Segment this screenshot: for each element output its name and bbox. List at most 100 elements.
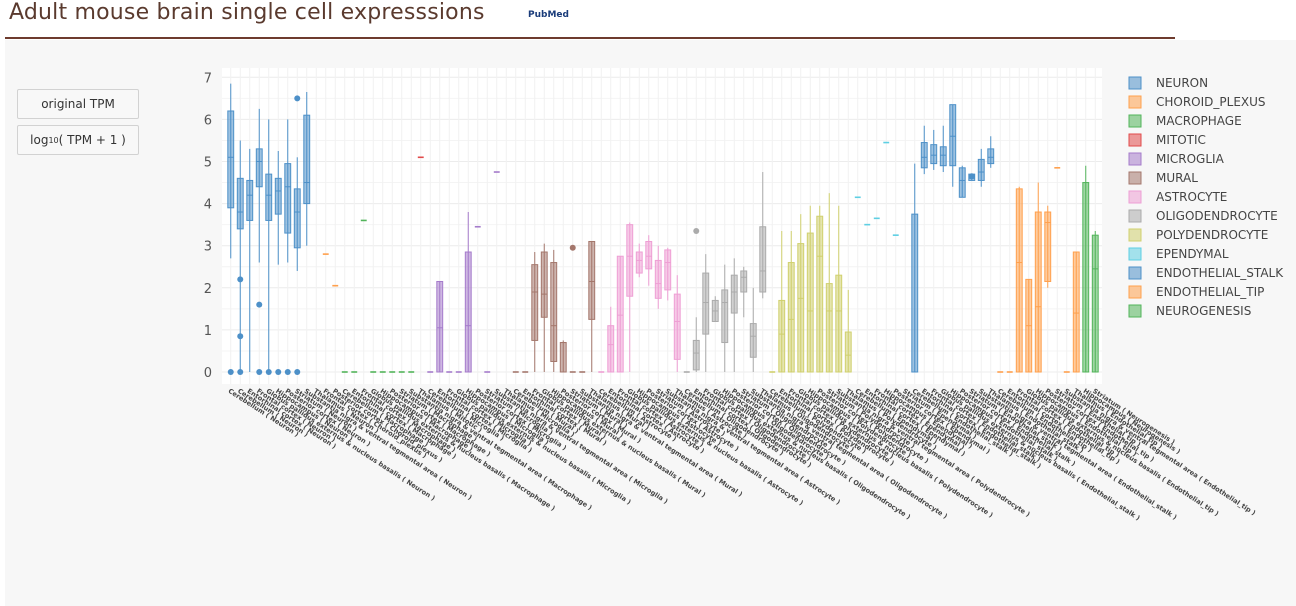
y-tick-label: 2 xyxy=(204,282,212,297)
original-tpm-button[interactable]: original TPM xyxy=(17,89,139,119)
box-body xyxy=(588,240,596,320)
y-tick-label: 6 xyxy=(204,113,212,128)
legend-label: MACROPHAGE xyxy=(1156,114,1242,128)
box-body xyxy=(778,299,786,373)
box-mural xyxy=(588,240,596,372)
box-body xyxy=(227,110,235,209)
page-title: Adult mouse brain single cell expresssio… xyxy=(9,0,485,25)
legend-label: ASTROCYTE xyxy=(1156,190,1227,204)
box-body xyxy=(1015,188,1023,373)
box-endothelial-tip xyxy=(1044,205,1052,288)
box-polydendrocyte xyxy=(806,205,814,373)
y-tick-label: 0 xyxy=(204,366,212,381)
box-body xyxy=(464,251,472,373)
box-body xyxy=(255,148,263,188)
box-neuron xyxy=(227,83,235,259)
legend-swatch xyxy=(1128,76,1142,90)
box-body xyxy=(730,274,738,314)
box-body xyxy=(559,342,567,373)
box-astrocyte xyxy=(664,247,672,301)
box-astrocyte xyxy=(626,222,634,372)
legend-label: MICROGLIA xyxy=(1156,152,1225,166)
y-tick-label: 7 xyxy=(204,71,212,86)
box-endothelial-stalk xyxy=(939,125,947,173)
box-microglia xyxy=(436,280,444,373)
legend-swatch xyxy=(1128,190,1142,204)
legend-label: MURAL xyxy=(1156,171,1198,185)
log-tpm-button[interactable]: log 10( TPM + 1 ) xyxy=(17,125,139,155)
outlier-point xyxy=(237,369,244,375)
box-body xyxy=(664,249,672,291)
box-neurogenesis xyxy=(1082,165,1090,373)
box-polydendrocyte xyxy=(778,230,786,373)
box-body xyxy=(616,255,624,373)
box-oligodendrocyte xyxy=(740,266,748,318)
legend-swatch xyxy=(1128,285,1142,299)
legend-label: ENDOTHELIAL_STALK xyxy=(1156,266,1284,280)
x-axis-labels: Cerebellum ( Neuron )Cerebellum ( Neuron… xyxy=(227,387,1257,522)
box-body xyxy=(930,144,938,165)
box-body xyxy=(303,114,311,205)
box-body xyxy=(607,325,615,373)
x-tick-label: Substantia nigra & ventral tegmental are… xyxy=(1063,387,1257,517)
box-body xyxy=(844,331,852,373)
legend-label: EPENDYMAL xyxy=(1156,247,1229,261)
pubmed-link-icon[interactable]: PubMed xyxy=(528,10,569,20)
legend-swatch xyxy=(1128,133,1142,147)
outlier-point xyxy=(256,301,263,308)
box-body xyxy=(949,104,957,167)
box-neuron xyxy=(265,119,273,372)
legend-swatch xyxy=(1128,171,1142,185)
legend-label: NEUROGENESIS xyxy=(1156,304,1251,318)
original-tpm-label: original TPM xyxy=(41,97,115,111)
legend-swatch xyxy=(1128,114,1142,128)
legend-swatch xyxy=(1128,95,1142,109)
box-astrocyte xyxy=(616,255,624,373)
box-endothelial-stalk xyxy=(958,165,966,198)
y-axis-ticks: 0 1 2 3 4 5 6 7 xyxy=(204,71,212,381)
outlier-point xyxy=(275,369,282,375)
legend-swatch xyxy=(1128,228,1142,242)
box-body xyxy=(645,240,653,270)
box-neurogenesis xyxy=(1091,230,1099,373)
box-body xyxy=(721,289,729,344)
legend-label: CHOROID_PLEXUS xyxy=(1156,95,1266,109)
box-endothelial-stalk xyxy=(930,129,938,170)
box-body xyxy=(702,272,710,335)
box-endothelial-tip xyxy=(1072,251,1080,373)
box-endothelial-tip xyxy=(1015,186,1023,373)
legend-swatch xyxy=(1128,304,1142,318)
box-body xyxy=(958,167,966,198)
outlier-point xyxy=(227,369,234,375)
box-body xyxy=(740,270,748,293)
outlier-point xyxy=(693,227,700,234)
outlier-point xyxy=(294,369,301,375)
box-polydendrocyte xyxy=(825,193,833,373)
box-body xyxy=(825,283,833,373)
box-body xyxy=(911,213,919,373)
box-oligodendrocyte xyxy=(749,287,757,372)
legend-label: POLYDENDROCYTE xyxy=(1156,228,1268,242)
box-body xyxy=(673,293,681,360)
box-polydendrocyte xyxy=(835,205,843,373)
outlier-point xyxy=(294,95,301,102)
box-neuron xyxy=(284,119,292,263)
box-body xyxy=(787,262,795,373)
outlier-point xyxy=(237,276,244,283)
box-polydendrocyte xyxy=(797,214,805,373)
legend-label: MITOTIC xyxy=(1156,133,1206,147)
box-polydendrocyte xyxy=(787,230,795,373)
outlier-point xyxy=(256,369,263,375)
box-body xyxy=(816,215,824,373)
outlier-point xyxy=(265,369,272,375)
box-body xyxy=(987,148,995,165)
legend-label: ENDOTHELIAL_TIP xyxy=(1156,285,1264,299)
box-body xyxy=(939,146,947,167)
box-astrocyte xyxy=(654,245,662,309)
box-astrocyte xyxy=(607,306,615,373)
box-body xyxy=(654,259,662,299)
box-mural xyxy=(550,249,558,372)
box-neuron xyxy=(293,157,301,271)
legend-label: NEURON xyxy=(1156,76,1208,90)
